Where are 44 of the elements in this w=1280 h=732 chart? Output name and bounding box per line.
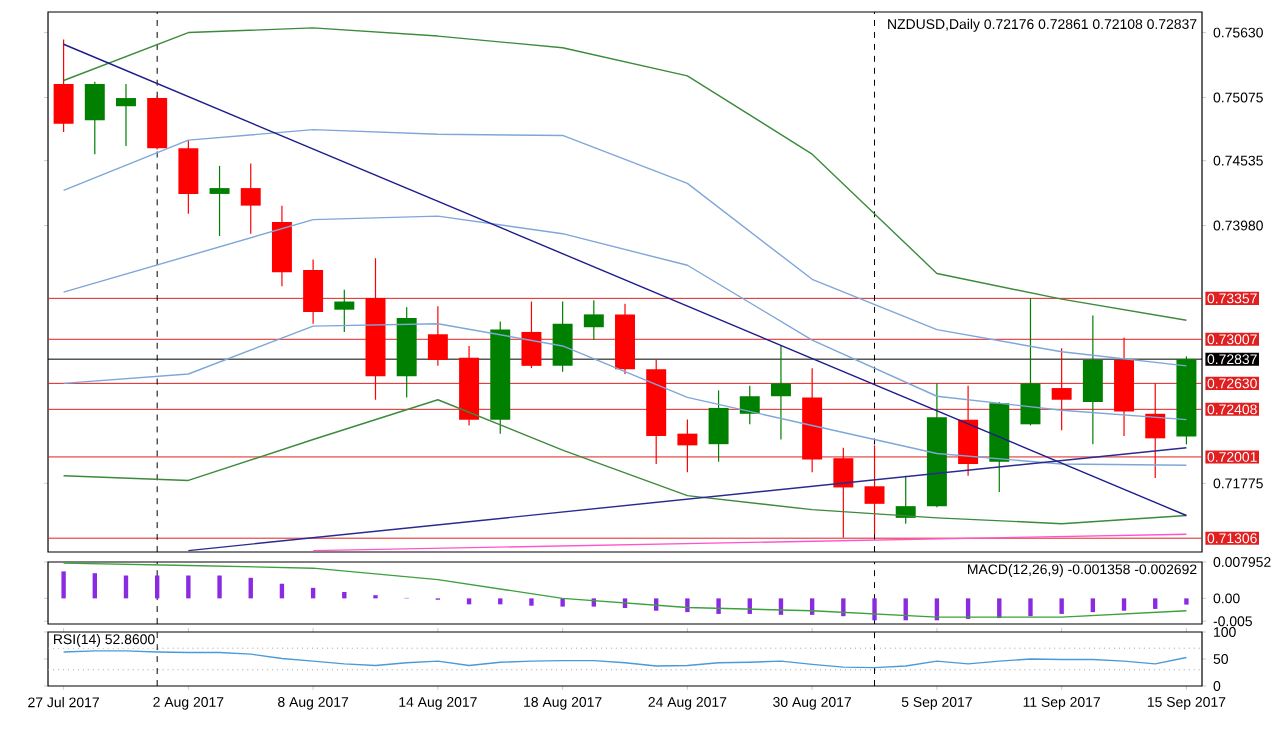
bar <box>342 591 347 599</box>
candlestick <box>1082 314 1103 445</box>
candlestick <box>521 300 542 369</box>
candlestick <box>334 289 355 333</box>
bar <box>1121 598 1127 611</box>
candlestick <box>116 83 136 147</box>
bar <box>466 598 472 605</box>
bar <box>186 575 191 599</box>
bar <box>685 598 690 613</box>
candlestick <box>209 165 230 237</box>
candlestick <box>1145 382 1166 479</box>
candlestick <box>1051 347 1072 431</box>
bar <box>1028 598 1033 617</box>
bar <box>1153 598 1158 609</box>
line-series <box>62 650 1188 669</box>
candlestick <box>864 444 885 535</box>
bar <box>1184 598 1189 605</box>
candlestick <box>427 305 448 367</box>
bar <box>61 571 66 599</box>
candlestick <box>303 258 324 325</box>
candlestick <box>958 385 979 477</box>
candlestick <box>770 345 791 441</box>
candlestick <box>708 389 729 463</box>
bar <box>1090 598 1096 613</box>
candlestick <box>677 419 698 473</box>
candlestick <box>552 300 573 373</box>
bar <box>92 573 97 599</box>
bar <box>841 598 846 617</box>
line-series <box>62 399 1188 525</box>
candlestick <box>1020 297 1041 427</box>
candlestick <box>178 139 199 215</box>
bar <box>1059 598 1064 614</box>
candlestick <box>833 447 854 539</box>
bar <box>217 575 222 599</box>
bar <box>529 598 534 606</box>
candlestick <box>895 475 916 525</box>
candlestick <box>739 385 760 425</box>
candlestick <box>53 38 74 133</box>
bar <box>498 598 503 605</box>
candlestick <box>84 81 105 155</box>
line-series <box>62 323 1188 466</box>
candlestick <box>583 299 604 341</box>
bar <box>716 598 721 614</box>
candlestick <box>240 162 261 235</box>
